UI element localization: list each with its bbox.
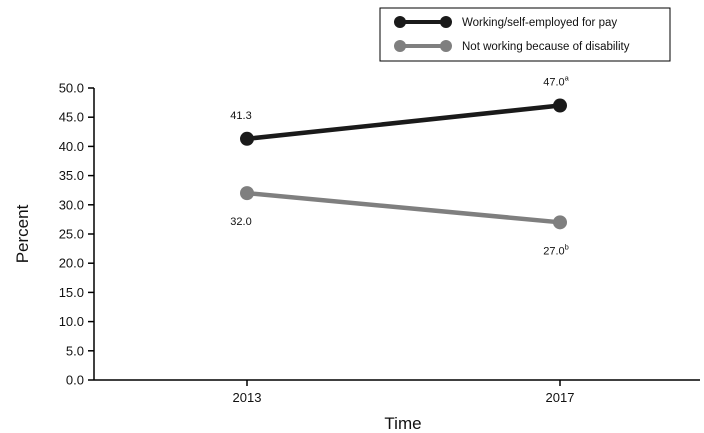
x-axis-title: Time (384, 414, 421, 433)
axes: 0.0 5.0 10.0 15.0 20.0 25.0 30.0 35.0 40.0 45.0 50… (59, 81, 700, 405)
data-label: 27.0b (543, 242, 569, 257)
data-point (240, 186, 254, 201)
y-tick-label: 20.0 (59, 256, 84, 271)
series-disability: 32.0 27.0b (230, 186, 569, 257)
y-tick-label: 5.0 (66, 343, 84, 358)
data-point (240, 131, 254, 146)
series-layer: 41.3 47.0a 32.0 27.0b (230, 74, 569, 258)
legend-item-working: Working/self-employed for pay (394, 16, 617, 29)
data-point (553, 215, 567, 230)
y-tick-label: 0.0 (66, 373, 84, 388)
legend-label-working: Working/self-employed for pay (462, 17, 617, 29)
y-tick-label: 10.0 (59, 314, 84, 329)
legend: Working/self-employed for pay Not workin… (379, 7, 671, 62)
legend-marker-working-right (440, 16, 452, 28)
series-working: 41.3 47.0a (230, 74, 570, 146)
y-tick-label: 15.0 (59, 285, 84, 300)
y-tick-label: 40.0 (59, 139, 84, 154)
data-label: 41.3 (230, 110, 251, 122)
series-line (246, 190, 561, 225)
x-tick-label: 2013 (233, 390, 262, 405)
legend-marker-working-left (394, 16, 406, 28)
y-axis-title: Percent (13, 204, 32, 263)
x-tick-label: 2017 (546, 390, 575, 405)
data-label: 47.0a (543, 74, 569, 89)
y-ticks: 0.0 5.0 10.0 15.0 20.0 25.0 30.0 35.0 40.0 45.0 50… (59, 81, 94, 388)
data-label: 32.0 (230, 216, 251, 228)
y-tick-label: 30.0 (59, 197, 84, 212)
legend-item-disability: Not working because of disability (394, 40, 630, 53)
legend-label-disability: Not working because of disability (462, 41, 630, 53)
series-line (246, 103, 561, 142)
data-point (553, 98, 567, 113)
y-tick-label: 25.0 (59, 227, 84, 242)
legend-box (379, 7, 671, 62)
legend-marker-disability-left (394, 40, 406, 52)
y-tick-label: 45.0 (59, 110, 84, 125)
legend-marker-disability-right (440, 40, 452, 52)
y-tick-label: 35.0 (59, 168, 84, 183)
y-tick-label: 50.0 (59, 81, 84, 96)
x-ticks: 2013 2017 (233, 380, 575, 405)
